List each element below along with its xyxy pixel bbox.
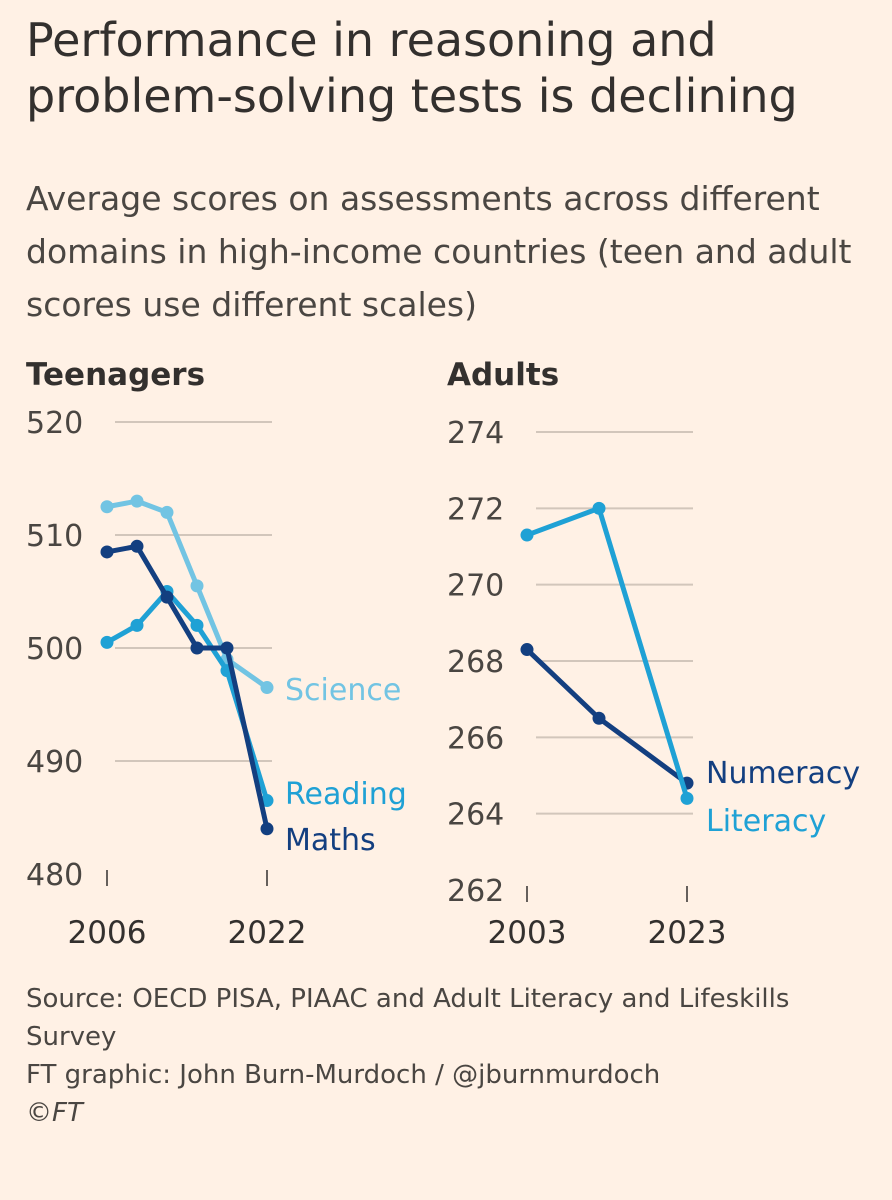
data-point-maths-1 (130, 539, 144, 553)
x-tick-label-1-0: 2003 (488, 915, 567, 951)
y-tick-label-0-510: 510 (26, 519, 83, 554)
data-point-reading-0 (100, 635, 114, 649)
data-point-literacy-2 (680, 791, 694, 805)
chart-subtitle: Average scores on assessments across dif… (26, 179, 852, 324)
data-point-science-3 (190, 579, 204, 593)
series-label-reading: Reading (285, 777, 407, 812)
y-tick-label-1-272: 272 (447, 492, 504, 527)
data-point-science-0 (100, 500, 114, 514)
data-point-numeracy-0 (520, 643, 534, 657)
copyright-note: ©FT (26, 1098, 83, 1128)
y-tick-label-1-262: 262 (447, 874, 504, 909)
data-point-literacy-1 (592, 501, 606, 515)
y-tick-label-0-480: 480 (26, 858, 83, 893)
data-point-maths-3 (190, 641, 204, 655)
data-point-maths-0 (100, 545, 114, 559)
data-point-maths-2 (160, 590, 174, 604)
data-point-literacy-0 (520, 528, 534, 542)
y-tick-label-1-268: 268 (447, 645, 504, 680)
source-note: Source: OECD PISA, PIAAC and Adult Liter… (26, 984, 790, 1052)
data-point-maths-5 (260, 822, 274, 836)
chart-title: Performance in reasoning and problem-sol… (26, 13, 798, 123)
y-tick-label-1-274: 274 (447, 416, 504, 451)
panel-title-1: Adults (447, 357, 559, 393)
series-line-maths (104, 543, 270, 832)
y-tick-label-0-490: 490 (26, 745, 83, 780)
x-tick-label-1-1: 2023 (648, 915, 727, 951)
y-tick-label-1-264: 264 (447, 798, 504, 833)
x-tick-label-0-1: 2022 (228, 915, 307, 951)
series-line-science (104, 498, 270, 691)
panel-title-0: Teenagers (26, 357, 205, 393)
data-point-science-2 (160, 505, 174, 519)
series-label-numeracy: Numeracy (706, 756, 860, 791)
data-point-reading-1 (130, 618, 144, 632)
y-tick-label-1-266: 266 (447, 721, 504, 756)
series-line-literacy (524, 505, 690, 801)
y-tick-label-1-270: 270 (447, 569, 504, 604)
y-tick-label-0-500: 500 (26, 632, 83, 667)
data-point-numeracy-1 (592, 711, 606, 725)
data-point-science-1 (130, 494, 144, 508)
series-line-reading (104, 589, 270, 804)
series-label-maths: Maths (285, 823, 376, 858)
x-tick-label-0-0: 2006 (68, 915, 147, 951)
data-point-reading-3 (190, 618, 204, 632)
footer: Source: OECD PISA, PIAAC and Adult Liter… (26, 980, 876, 1132)
series-label-science: Science (285, 673, 401, 708)
data-point-science-5 (260, 681, 274, 695)
credit-note: FT graphic: John Burn-Murdoch / @jburnmu… (26, 1060, 661, 1090)
data-point-maths-4 (220, 641, 234, 655)
series-label-literacy: Literacy (706, 804, 826, 839)
y-tick-label-0-520: 520 (26, 406, 83, 441)
